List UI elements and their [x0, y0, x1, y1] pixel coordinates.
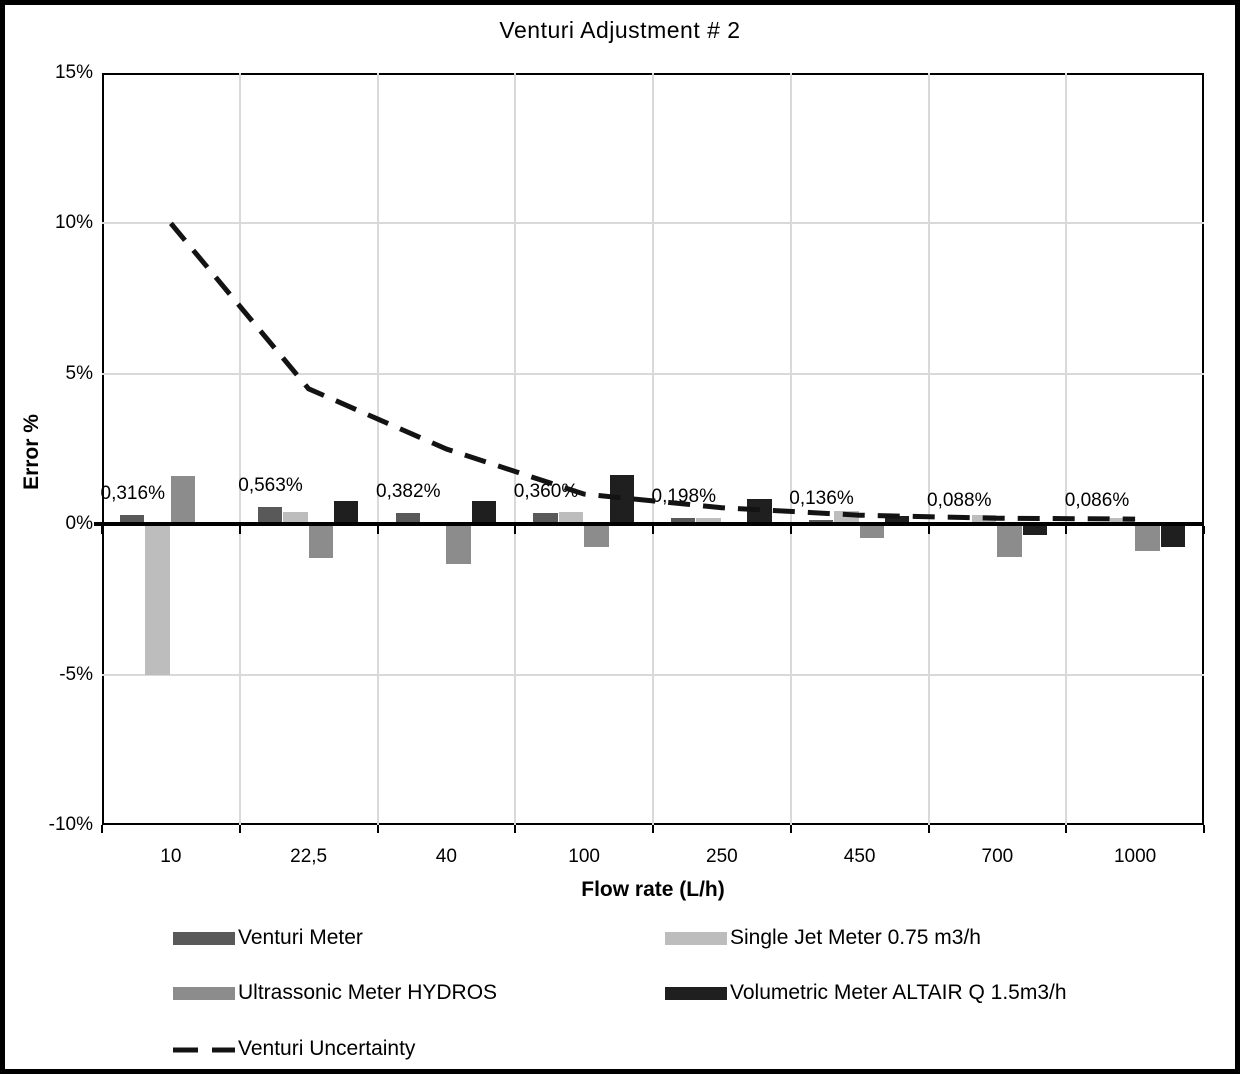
y-axis-tick-label: -10% — [48, 814, 93, 835]
bottom-axis-tick — [1203, 825, 1205, 833]
bar-volumetric-meter-altair-q-1-5m3-h — [1022, 524, 1048, 536]
bar-single-jet-meter-0-75-m3-h — [145, 524, 170, 675]
bar-ultrassonic-meter-hydros — [859, 524, 885, 538]
x-axis-tick-label: 450 — [843, 846, 876, 867]
x-axis-tick-label: 22,5 — [290, 846, 328, 867]
x-gridline — [927, 73, 930, 825]
y-axis-title: Error % — [20, 414, 43, 490]
bar-ultrassonic-meter-hydros — [584, 524, 609, 547]
x-gridline — [1065, 73, 1068, 825]
data-label: 0,086% — [1064, 489, 1130, 511]
bottom-axis-tick — [1065, 825, 1068, 833]
category-axis-tick — [927, 526, 930, 535]
x-axis-tick-label: 100 — [568, 846, 600, 867]
legend-label: Volumetric Meter ALTAIR Q 1.5m3/h — [730, 981, 1067, 1004]
legend-item: Volumetric Meter ALTAIR Q 1.5m3/h — [665, 981, 1067, 1005]
legend-label: Ultrassonic Meter HYDROS — [238, 981, 498, 1004]
chart-title: Venturi Adjustment # 2 — [499, 17, 741, 43]
bottom-axis-tick — [927, 825, 930, 833]
bar-volumetric-meter-altair-q-1-5m3-h — [747, 498, 772, 525]
bar-ultrassonic-meter-hydros — [1135, 524, 1160, 552]
bottom-axis-tick — [101, 825, 103, 833]
legend-item: Single Jet Meter 0.75 m3/h — [665, 926, 981, 950]
y-axis-tick-label: 15% — [54, 62, 93, 83]
category-axis-tick — [789, 526, 792, 535]
bottom-axis-tick — [514, 825, 517, 833]
bottom-axis-tick — [238, 825, 241, 833]
x-axis-tick-label: 700 — [981, 846, 1014, 867]
x-axis-tick-label: 1000 — [1113, 846, 1157, 867]
data-label: 0,563% — [238, 475, 303, 497]
category-axis-tick — [652, 526, 654, 535]
y-axis-tick-label: 5% — [65, 362, 93, 384]
x-axis-title: Flow rate (L/h) — [581, 878, 725, 901]
x-axis-tick-label: 40 — [435, 846, 457, 867]
y-axis-tick-label: -5% — [59, 663, 93, 685]
legend-color-swatch — [173, 931, 235, 945]
bar-ultrassonic-meter-hydros — [170, 476, 196, 525]
legend-dash-swatch — [173, 1047, 235, 1052]
bar-ultrassonic-meter-hydros — [446, 524, 471, 564]
bar-venturi-meter — [808, 520, 834, 525]
category-axis-tick — [514, 526, 517, 535]
x-gridline — [238, 73, 241, 825]
y-axis-tick-label: 0% — [65, 513, 93, 535]
data-label: 0,198% — [651, 486, 716, 508]
x-gridline — [652, 73, 654, 825]
y-axis-tick-label: 10% — [54, 212, 93, 234]
bar-volumetric-meter-altair-q-1-5m3-h — [609, 474, 634, 525]
legend-color-swatch — [665, 986, 727, 1000]
category-axis-tick — [238, 526, 241, 535]
bar-ultrassonic-meter-hydros — [308, 524, 334, 558]
x-axis-tick-label: 10 — [160, 846, 182, 867]
bar-venturi-meter — [120, 514, 145, 525]
data-label: 0,316% — [100, 482, 165, 504]
category-axis-tick — [376, 526, 379, 535]
zero-axis-line — [94, 522, 1204, 527]
bar-ultrassonic-meter-hydros — [997, 524, 1022, 558]
legend-label: Venturi Meter — [238, 926, 363, 949]
x-gridline — [514, 73, 517, 825]
data-label: 0,136% — [789, 488, 854, 510]
legend-color-swatch — [173, 986, 235, 1000]
x-gridline — [376, 73, 379, 825]
legend-label: Venturi Uncertainty — [238, 1037, 416, 1060]
category-axis-tick — [1065, 526, 1068, 535]
bar-volumetric-meter-altair-q-1-5m3-h — [1160, 524, 1185, 547]
legend-item: Venturi Uncertainty — [173, 1037, 415, 1061]
category-axis-tick — [1203, 526, 1205, 535]
category-axis-tick — [101, 526, 103, 535]
legend-label: Single Jet Meter 0.75 m3/h — [730, 926, 981, 949]
data-label: 0,360% — [513, 481, 579, 503]
bar-volumetric-meter-altair-q-1-5m3-h — [471, 500, 497, 525]
legend-item: Ultrassonic Meter HYDROS — [173, 981, 497, 1005]
legend-item: Venturi Meter — [173, 926, 363, 950]
data-label: 0,382% — [376, 480, 441, 502]
x-axis-tick-label: 250 — [706, 846, 738, 867]
bottom-axis-tick — [652, 825, 654, 833]
bottom-axis-tick — [376, 825, 379, 833]
bottom-axis-tick — [789, 825, 792, 833]
bar-volumetric-meter-altair-q-1-5m3-h — [334, 500, 359, 525]
legend-color-swatch — [665, 931, 727, 945]
data-label: 0,088% — [927, 489, 992, 511]
x-gridline — [789, 73, 792, 825]
